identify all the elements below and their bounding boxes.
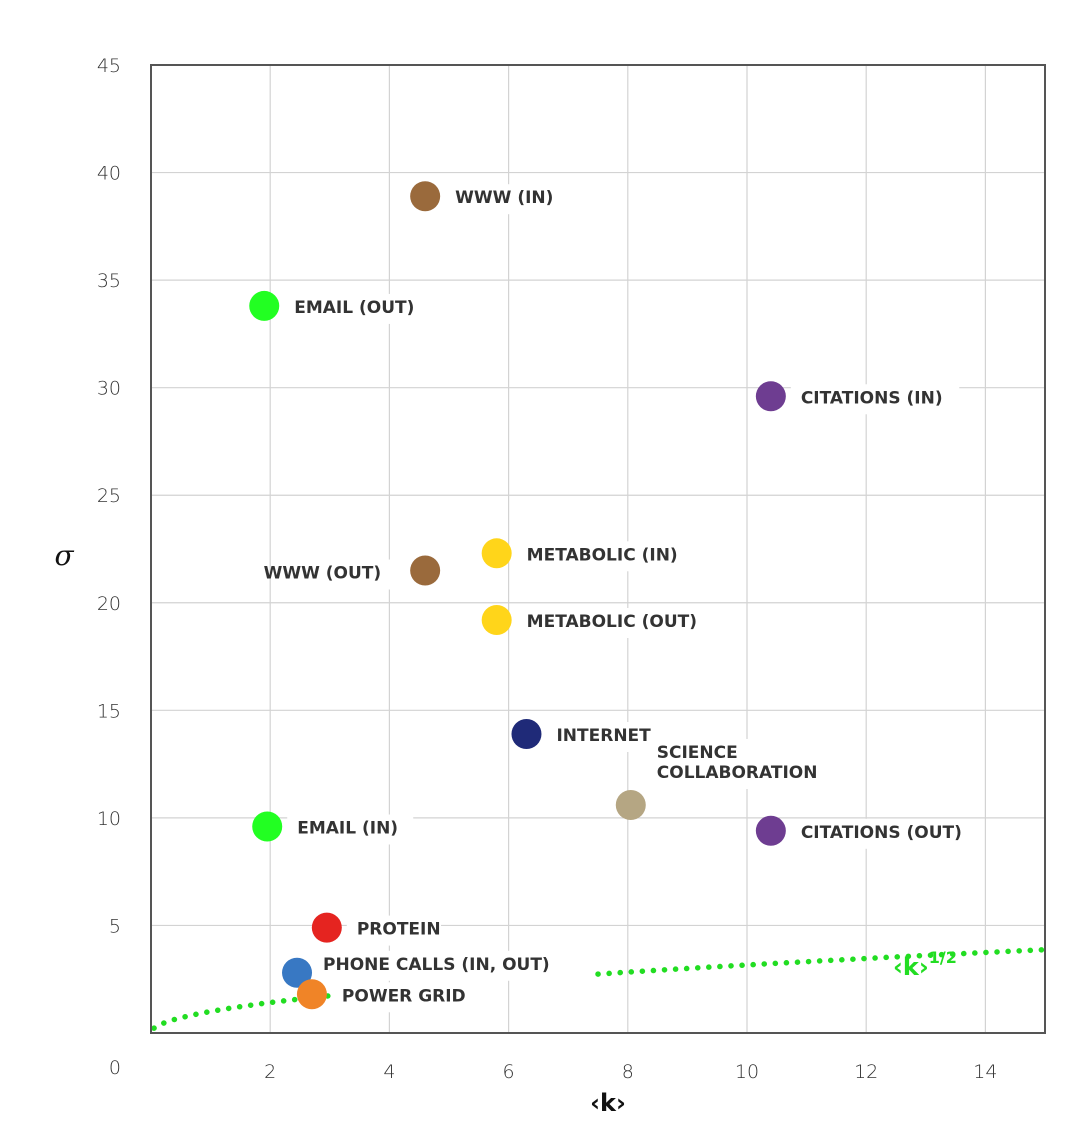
data-point: EMAIL (OUT) — [249, 290, 421, 324]
data-point: PROTEIN — [311, 912, 442, 946]
data-point: WWW (OUT) — [264, 555, 441, 590]
y-tick-label: 25 — [97, 485, 121, 507]
point-marker — [481, 604, 512, 635]
x-axis-title: ‹k› — [590, 1089, 626, 1117]
label-halo — [331, 982, 458, 1013]
point-label: CITATIONS (OUT) — [801, 823, 962, 843]
label-halo — [275, 559, 392, 590]
point-marker — [249, 290, 280, 321]
data-point: CITATIONS (OUT) — [755, 815, 970, 849]
label-halo — [445, 184, 550, 215]
x-tick-label: 2 — [264, 1061, 276, 1083]
point-label: EMAIL (IN) — [297, 818, 398, 838]
y-tick-label: 45 — [97, 55, 121, 77]
point-label: WWW (OUT) — [264, 564, 382, 584]
data-point: PHONE CALLS (IN, OUT) — [282, 950, 556, 988]
x-tick-label: 4 — [383, 1061, 395, 1083]
label-halo — [313, 950, 556, 981]
label-halo — [546, 721, 652, 752]
point-marker — [252, 811, 283, 842]
y-tick-label: 20 — [97, 593, 121, 615]
point-label: PHONE CALLS (IN, OUT) — [323, 955, 550, 975]
plot-frame — [150, 64, 1046, 1034]
point-marker — [282, 957, 313, 988]
point-label: EMAIL (OUT) — [294, 298, 414, 318]
label-halo — [790, 818, 970, 849]
origin-label: 0 — [109, 1057, 121, 1079]
curve-segment — [595, 946, 1048, 977]
x-tick-label: 8 — [622, 1061, 634, 1083]
data-point: METABOLIC (OUT) — [481, 604, 697, 638]
y-tick-label: 10 — [97, 808, 121, 830]
point-marker — [755, 815, 786, 846]
label-halo — [287, 814, 414, 845]
point-marker — [481, 538, 512, 569]
curve-label: ‹k›1/2 — [893, 948, 957, 981]
x-tick-label: 14 — [973, 1061, 997, 1083]
data-point: POWER GRID — [296, 979, 466, 1013]
point-marker — [296, 979, 327, 1010]
curve-label-main: ‹k› — [893, 953, 929, 981]
point-label: METABOLIC (IN) — [527, 545, 678, 565]
x-tick-label: 6 — [503, 1061, 515, 1083]
data-point: EMAIL (IN) — [252, 811, 414, 845]
label-halo — [790, 384, 960, 415]
data-point: METABOLIC (IN) — [481, 538, 686, 572]
axis-ticks: 2 4 6 8 10 12 14 5 10 15 20 25 30 35 40 45 0 — [97, 55, 998, 1083]
label-halo — [284, 293, 421, 324]
y-axis-title: σ — [54, 539, 74, 572]
data-points: WWW (IN) EMAIL (OUT) CITATIONS (IN) METABOL… — [249, 181, 970, 1013]
y-tick-label: 35 — [97, 270, 121, 292]
label-halo — [646, 738, 805, 789]
curve-label-exponent: 1/2 — [929, 948, 957, 967]
point-label: CITATIONS (IN) — [801, 388, 943, 408]
data-point: INTERNET — [511, 718, 652, 752]
y-tick-label: 40 — [97, 163, 121, 185]
label-halo — [516, 541, 686, 572]
point-label: INTERNET — [556, 726, 651, 746]
point-label: WWW (IN) — [455, 188, 553, 208]
y-tick-label: 15 — [97, 700, 121, 722]
data-point: CITATIONS (IN) — [755, 381, 960, 415]
y-tick-label: 5 — [109, 915, 121, 937]
data-point: SCIENCE COLLABORATION — [615, 738, 818, 820]
label-halo — [516, 607, 696, 638]
point-label: METABOLIC (OUT) — [527, 612, 697, 632]
point-label: POWER GRID — [342, 986, 466, 1006]
point-label: PROTEIN — [357, 920, 441, 940]
point-marker — [410, 181, 441, 212]
point-marker — [755, 381, 786, 412]
point-label: SCIENCE COLLABORATION — [657, 743, 818, 783]
point-marker — [410, 555, 441, 586]
data-point: WWW (IN) — [410, 181, 553, 215]
label-halo — [346, 915, 442, 946]
point-marker — [615, 789, 646, 820]
y-tick-label: 30 — [97, 378, 121, 400]
x-tick-label: 12 — [854, 1061, 878, 1083]
x-tick-label: 10 — [735, 1061, 759, 1083]
point-marker — [311, 912, 342, 943]
point-marker — [511, 718, 542, 749]
